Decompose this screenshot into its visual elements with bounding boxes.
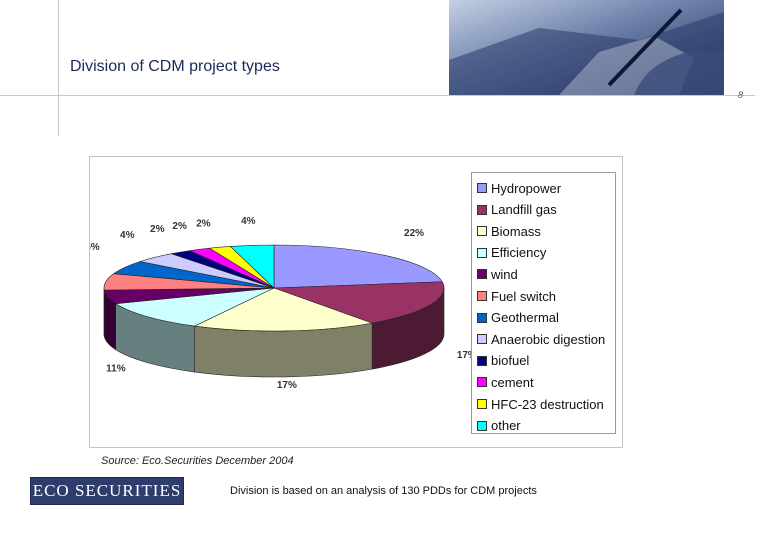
legend-item: Fuel switch xyxy=(477,286,556,306)
legend-label: biofuel xyxy=(491,353,530,369)
legend-label: Efficiency xyxy=(491,245,547,261)
ecosecurities-logo: ECO SECURITIES xyxy=(30,477,184,505)
pie-label-7: 4% xyxy=(120,230,135,241)
legend-swatch xyxy=(477,377,487,388)
source-note: Source: Eco.Securities December 2004 xyxy=(101,455,294,467)
legend-swatch xyxy=(477,420,487,431)
pie-label-8: 2% xyxy=(150,224,165,235)
header-photo xyxy=(449,0,724,95)
legend-swatch xyxy=(477,334,487,345)
legend-swatch xyxy=(477,312,487,323)
pie-label-10: 2% xyxy=(196,218,211,229)
pie-slice-2 xyxy=(193,287,374,332)
pie-chart-svg: 22%17%17%11%%6%5%4%2%2%2%4% xyxy=(90,216,477,391)
legend-item: wind xyxy=(477,264,518,284)
legend-swatch xyxy=(477,226,487,237)
legend-label: Hydropower xyxy=(491,180,562,196)
pie-slice-3 xyxy=(114,287,275,327)
pie-label-3: 11% xyxy=(106,364,126,375)
legend-label: Fuel switch xyxy=(491,288,557,304)
legend-swatch xyxy=(477,183,487,193)
legend-label: Geothermal xyxy=(491,310,559,326)
legend-item: Hydropower xyxy=(477,178,561,198)
vertical-divider xyxy=(58,0,59,136)
legend-label: HFC-23 destruction xyxy=(491,396,604,412)
header-divider xyxy=(0,95,755,96)
legend-swatch xyxy=(477,247,487,258)
legend-label: Landfill gas xyxy=(491,202,557,218)
legend-item: Landfill gas xyxy=(477,200,557,220)
legend-label: Anaerobic digestion xyxy=(491,331,606,347)
chart-legend: Hydropower Landfill gas Biomass Efficiency w… xyxy=(471,172,616,434)
legend-item: other xyxy=(477,416,521,436)
legend-item: biofuel xyxy=(477,351,529,371)
legend-swatch xyxy=(477,355,487,366)
legend-swatch xyxy=(477,269,487,280)
pie-label-6: 5% xyxy=(90,242,100,253)
legend-item: Biomass xyxy=(477,221,541,241)
pie-slice-1 xyxy=(273,281,445,324)
page-number: 8 xyxy=(738,90,744,100)
pie-slice-11 xyxy=(229,244,275,289)
legend-item: cement xyxy=(477,372,534,392)
pie-chart: 22%17%17%11%%6%5%4%2%2%2%4% HydropowerLa… xyxy=(89,156,623,448)
legend-item: Anaerobic digestion xyxy=(477,329,605,349)
pie-label-9: 2% xyxy=(172,221,187,232)
legend-swatch xyxy=(477,204,487,215)
legend-item: Efficiency xyxy=(477,243,546,263)
legend-label: cement xyxy=(491,374,534,390)
legend-label: wind xyxy=(491,266,518,282)
legend-label: Biomass xyxy=(491,223,541,239)
logo-text: ECO SECURITIES xyxy=(32,481,182,500)
legend-item: HFC-23 destruction xyxy=(477,394,604,414)
pie-label-2: 17% xyxy=(277,380,297,391)
legend-swatch xyxy=(477,399,487,409)
legend-item: Geothermal xyxy=(477,308,559,328)
pie-slice-0 xyxy=(273,244,443,289)
legend-label: other xyxy=(491,418,521,434)
pie-label-0: 22% xyxy=(404,228,424,239)
legend-swatch xyxy=(477,291,487,301)
pie-label-11: 4% xyxy=(241,216,256,227)
analysis-note: Division is based on an analysis of 130 … xyxy=(230,485,537,497)
slide-title: Division of CDM project types xyxy=(70,58,280,75)
pie-label-1: 17% xyxy=(457,350,477,361)
